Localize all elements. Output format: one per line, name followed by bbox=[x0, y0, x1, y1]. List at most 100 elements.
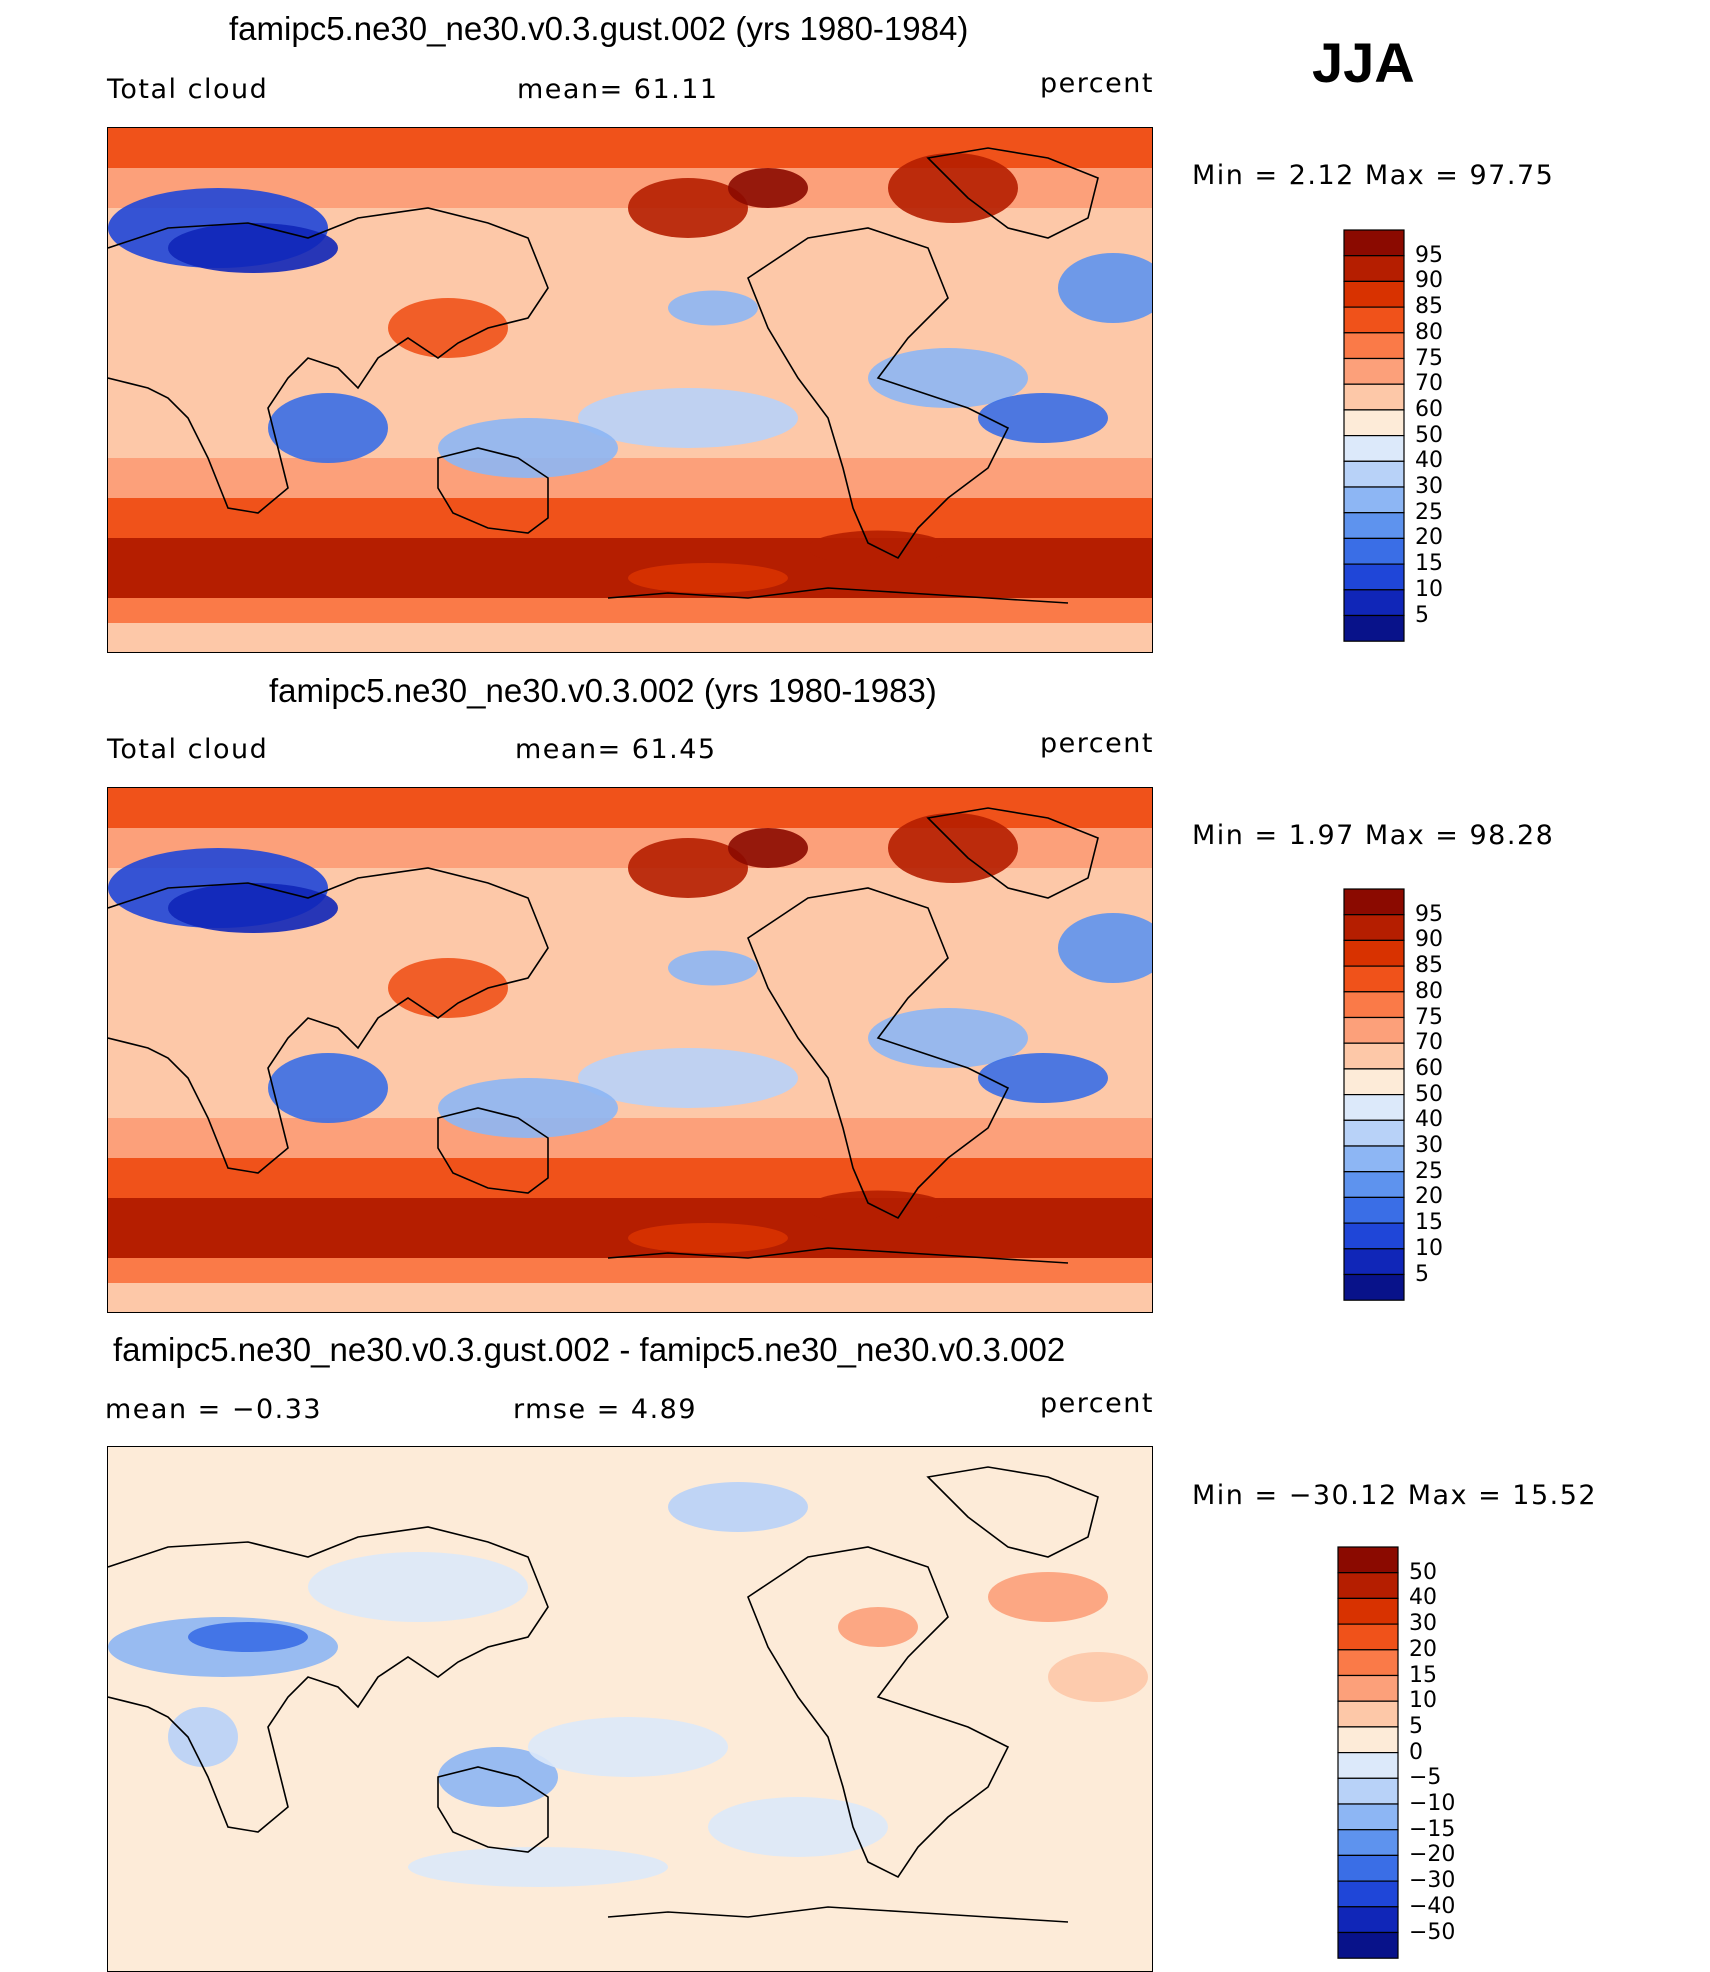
colorbar-swatch bbox=[1343, 1042, 1405, 1070]
coastline bbox=[926, 807, 1099, 899]
panel-diff-map-svg bbox=[108, 1447, 1152, 1971]
map-blob bbox=[268, 1053, 388, 1123]
colorbar-swatch bbox=[1337, 1726, 1399, 1754]
panel-diff-minmax: Min = −30.12 Max = 15.52 bbox=[1192, 1480, 1598, 1511]
map-band bbox=[108, 623, 1152, 652]
colorbar-tick-label: 90 bbox=[1415, 268, 1443, 294]
colorbar-tick-label: 95 bbox=[1415, 901, 1443, 927]
colorbar-swatch bbox=[1343, 1016, 1405, 1044]
coastline bbox=[108, 867, 549, 1174]
panel-diff-title: famipc5.ne30_ne30.v0.3.gust.002 - famipc… bbox=[113, 1331, 1066, 1368]
colorbar-tick-label: 30 bbox=[1415, 1133, 1443, 1158]
colorbar-tick-label: 15 bbox=[1415, 1210, 1443, 1236]
colorbar-swatch bbox=[1343, 939, 1405, 967]
colorbar-swatch bbox=[1337, 1906, 1399, 1934]
map-blob bbox=[628, 1223, 788, 1253]
colorbar-swatch bbox=[1343, 435, 1405, 462]
map-blob bbox=[408, 1847, 668, 1887]
colorbar-tick-label: 85 bbox=[1415, 294, 1443, 320]
colorbar-swatch bbox=[1337, 1829, 1399, 1857]
coastline bbox=[437, 447, 549, 534]
colorbar-tick-label: 40 bbox=[1415, 448, 1443, 474]
colorbar-swatch bbox=[1343, 1273, 1405, 1301]
colorbar-tick-label: −50 bbox=[1409, 1919, 1456, 1945]
map-bg bbox=[108, 1447, 1152, 1971]
map-blob bbox=[1058, 913, 1152, 983]
colorbar-tick-label: 15 bbox=[1415, 551, 1443, 577]
colorbar-tick-label: 50 bbox=[1415, 422, 1443, 448]
colorbar-tick-label: 60 bbox=[1415, 1055, 1443, 1081]
panel-top-map bbox=[107, 127, 1153, 653]
colorbar-swatch bbox=[1343, 486, 1405, 514]
map-blob bbox=[308, 1552, 528, 1622]
map-blob bbox=[628, 178, 748, 238]
panel-diff-map bbox=[107, 1446, 1153, 1972]
map-blob bbox=[728, 168, 808, 208]
colorbar-swatch bbox=[1343, 914, 1405, 942]
colorbar-tick-label: 70 bbox=[1415, 371, 1443, 397]
colorbar-swatch bbox=[1343, 1222, 1405, 1250]
colorbar-tick-label: 60 bbox=[1415, 396, 1443, 422]
colorbar-swatch bbox=[1337, 1777, 1399, 1805]
map-blob bbox=[978, 393, 1108, 443]
colorbar-swatch bbox=[1337, 1674, 1399, 1702]
coastline bbox=[607, 1906, 1069, 1923]
colorbar-swatch bbox=[1343, 614, 1405, 642]
colorbar-swatch bbox=[1343, 512, 1405, 540]
colorbar-swatches bbox=[1343, 888, 1405, 1301]
map-blob bbox=[628, 838, 748, 898]
map-blob bbox=[388, 958, 508, 1018]
map-band bbox=[108, 1283, 1152, 1312]
panel-mid-map bbox=[107, 787, 1153, 1313]
colorbar-swatch bbox=[1343, 1196, 1405, 1224]
map-band bbox=[108, 498, 1152, 538]
colorbar-tick-label: 85 bbox=[1415, 953, 1443, 979]
map-blob bbox=[978, 1053, 1108, 1103]
colorbar-swatch bbox=[1337, 1623, 1399, 1651]
panel-top-units: percent bbox=[1040, 68, 1154, 99]
colorbar-swatch bbox=[1343, 991, 1405, 1019]
colorbar-swatch bbox=[1343, 255, 1405, 283]
panel-mid-mean: mean= 61.45 bbox=[515, 734, 717, 765]
coastline bbox=[108, 207, 549, 514]
panel-diff-mean: mean = −0.33 bbox=[105, 1394, 323, 1425]
colorbar-tick-label: 30 bbox=[1409, 1611, 1437, 1637]
colorbar-tick-label: −30 bbox=[1409, 1868, 1456, 1894]
map-blob bbox=[188, 1622, 308, 1652]
colorbar-swatch bbox=[1343, 280, 1405, 308]
colorbar-tick-label: 15 bbox=[1409, 1662, 1437, 1688]
colorbar-tick-label: 80 bbox=[1415, 978, 1443, 1004]
colorbar-swatch bbox=[1343, 409, 1405, 437]
map-blob bbox=[988, 1572, 1108, 1622]
colorbar-tick-label: 10 bbox=[1415, 576, 1443, 602]
map-blob bbox=[438, 418, 618, 478]
map-band bbox=[108, 458, 1152, 498]
coastline bbox=[747, 887, 1010, 1220]
colorbar-swatch bbox=[1337, 1649, 1399, 1677]
map-blob bbox=[838, 1607, 918, 1647]
colorbar-tick-label: 0 bbox=[1409, 1739, 1423, 1765]
colorbar-swatch bbox=[1337, 1700, 1399, 1728]
colorbar-swatch bbox=[1337, 1572, 1399, 1600]
colorbar-tick-label: −40 bbox=[1409, 1893, 1456, 1919]
colorbar-tick-label: 40 bbox=[1415, 1107, 1443, 1133]
colorbar-swatch bbox=[1343, 589, 1405, 617]
colorbar-swatches bbox=[1343, 229, 1405, 642]
map-blob bbox=[438, 1078, 618, 1138]
colorbar-swatch bbox=[1343, 332, 1405, 360]
colorbar-tick-label: 10 bbox=[1415, 1235, 1443, 1261]
colorbar-swatch bbox=[1343, 1094, 1405, 1121]
colorbar-swatch bbox=[1337, 1752, 1399, 1779]
coastline bbox=[108, 1526, 549, 1833]
coastline bbox=[437, 1107, 549, 1194]
colorbar-tick-label: −10 bbox=[1409, 1791, 1456, 1816]
map-blob bbox=[668, 1482, 808, 1532]
panel-mid-variable: Total cloud bbox=[107, 734, 269, 765]
colorbar-tick-label: 20 bbox=[1415, 525, 1443, 551]
colorbar-swatch bbox=[1337, 1880, 1399, 1908]
colorbar-swatches bbox=[1337, 1546, 1399, 1959]
colorbar-tick-label: 75 bbox=[1415, 1004, 1443, 1030]
colorbar-tick-label: 95 bbox=[1415, 242, 1443, 268]
colorbar-swatch bbox=[1337, 1803, 1399, 1831]
coastline bbox=[747, 1546, 1010, 1879]
